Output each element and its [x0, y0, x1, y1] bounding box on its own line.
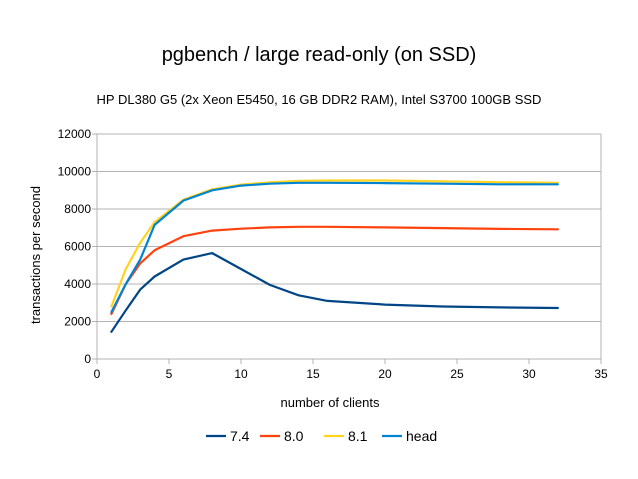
chart-title: pgbench / large read-only (on SSD)	[162, 44, 477, 66]
series-line-7.4	[110, 252, 559, 333]
x-tick-label: 10	[234, 367, 248, 381]
y-tick-label: 6000	[64, 240, 91, 254]
y-tick-label: 10000	[58, 165, 92, 179]
x-tick-label: 5	[166, 367, 173, 381]
x-tick-label: 35	[594, 367, 608, 381]
y-tick-label: 0	[84, 352, 91, 366]
series-line-8.1	[110, 179, 559, 308]
x-tick-label: 25	[450, 367, 464, 381]
chart-subtitle: HP DL380 G5 (2x Xeon E5450, 16 GB DDR2 R…	[97, 92, 542, 107]
legend: 7.4 8.0 8.1 head	[206, 428, 437, 444]
x-tick-label: 15	[306, 367, 320, 381]
x-tick-label: 0	[94, 367, 101, 381]
y-tick-label: 12000	[58, 127, 92, 141]
legend-label-7.4: 7.4	[230, 428, 250, 444]
y-tick-label: 2000	[64, 315, 91, 329]
x-tick-label: 30	[522, 367, 536, 381]
series-line-8.0	[110, 225, 559, 316]
legend-label-8.0: 8.0	[284, 428, 304, 444]
x-tick-labels: 0 5 10 15 20 25 30 35	[94, 367, 608, 381]
x-axis-label: number of clients	[281, 395, 380, 410]
x-tick-label: 20	[378, 367, 392, 381]
legend-label-8.1: 8.1	[348, 428, 368, 444]
series-line-head	[110, 181, 559, 314]
y-axis-label: transactions per second	[28, 186, 43, 324]
gridlines	[92, 133, 602, 364]
legend-label-head: head	[406, 428, 437, 444]
axes	[96, 134, 602, 360]
y-tick-labels: 0 2000 4000 6000 8000 10000 12000	[58, 127, 92, 366]
series-lines	[110, 179, 559, 333]
y-tick-label: 8000	[64, 202, 91, 216]
y-tick-label: 4000	[64, 277, 91, 291]
